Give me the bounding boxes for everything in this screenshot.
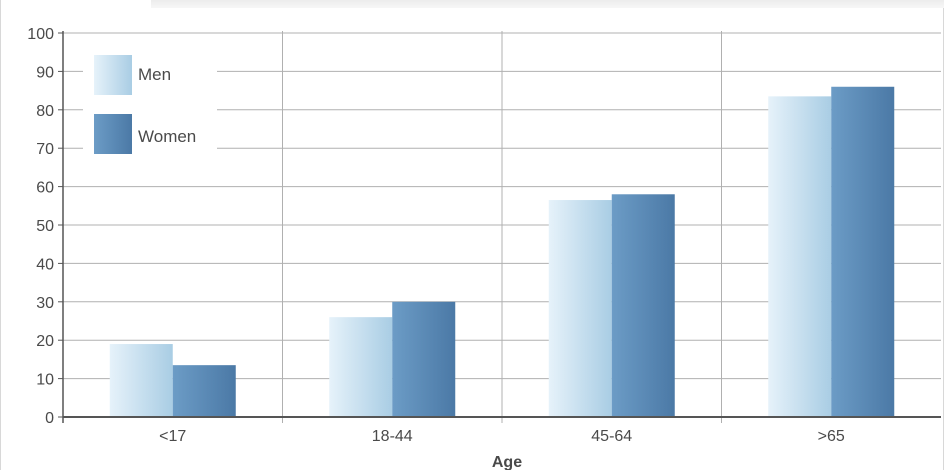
y-tick-label: 70 <box>36 141 54 158</box>
bar-men-3 <box>768 96 832 418</box>
bar-layer <box>109 86 895 418</box>
bar-women-3 <box>831 86 895 417</box>
x-axis-title: Age <box>492 454 522 470</box>
label-layer: 0 10 20 30 40 50 60 70 80 90 100 <17 18-44 45-64 >65 <box>27 26 845 445</box>
y-tick-label: 10 <box>36 372 54 389</box>
legend-swatch-men <box>94 55 132 95</box>
x-tick-label: 45-64 <box>591 428 632 445</box>
y-tick-label: 100 <box>27 26 54 43</box>
y-tick-label: 20 <box>36 333 54 350</box>
legend-label-women: Women <box>138 127 196 146</box>
x-tick-label: 18-44 <box>372 428 413 445</box>
y-tick-label: 60 <box>36 180 54 197</box>
bar-men-1 <box>329 317 393 417</box>
legend-swatch-women <box>94 114 132 154</box>
y-tick-label: 30 <box>36 295 54 312</box>
legend: Men Women <box>83 44 217 156</box>
bar-men-0 <box>109 344 173 417</box>
y-tick-label: 50 <box>36 218 54 235</box>
y-tick-label: 0 <box>45 410 54 427</box>
bar-women-0 <box>172 365 236 417</box>
axis-layer <box>58 31 941 423</box>
x-tick-label: >65 <box>818 428 845 445</box>
bar-men-2 <box>548 200 612 417</box>
legend-label-men: Men <box>138 65 171 84</box>
x-tick-label: <17 <box>159 428 186 445</box>
top-band <box>151 0 944 8</box>
y-tick-label: 90 <box>36 64 54 81</box>
y-tick-label: 80 <box>36 103 54 120</box>
bar-women-1 <box>392 301 456 417</box>
y-tick-label: 40 <box>36 256 54 273</box>
bar-women-2 <box>611 194 675 417</box>
